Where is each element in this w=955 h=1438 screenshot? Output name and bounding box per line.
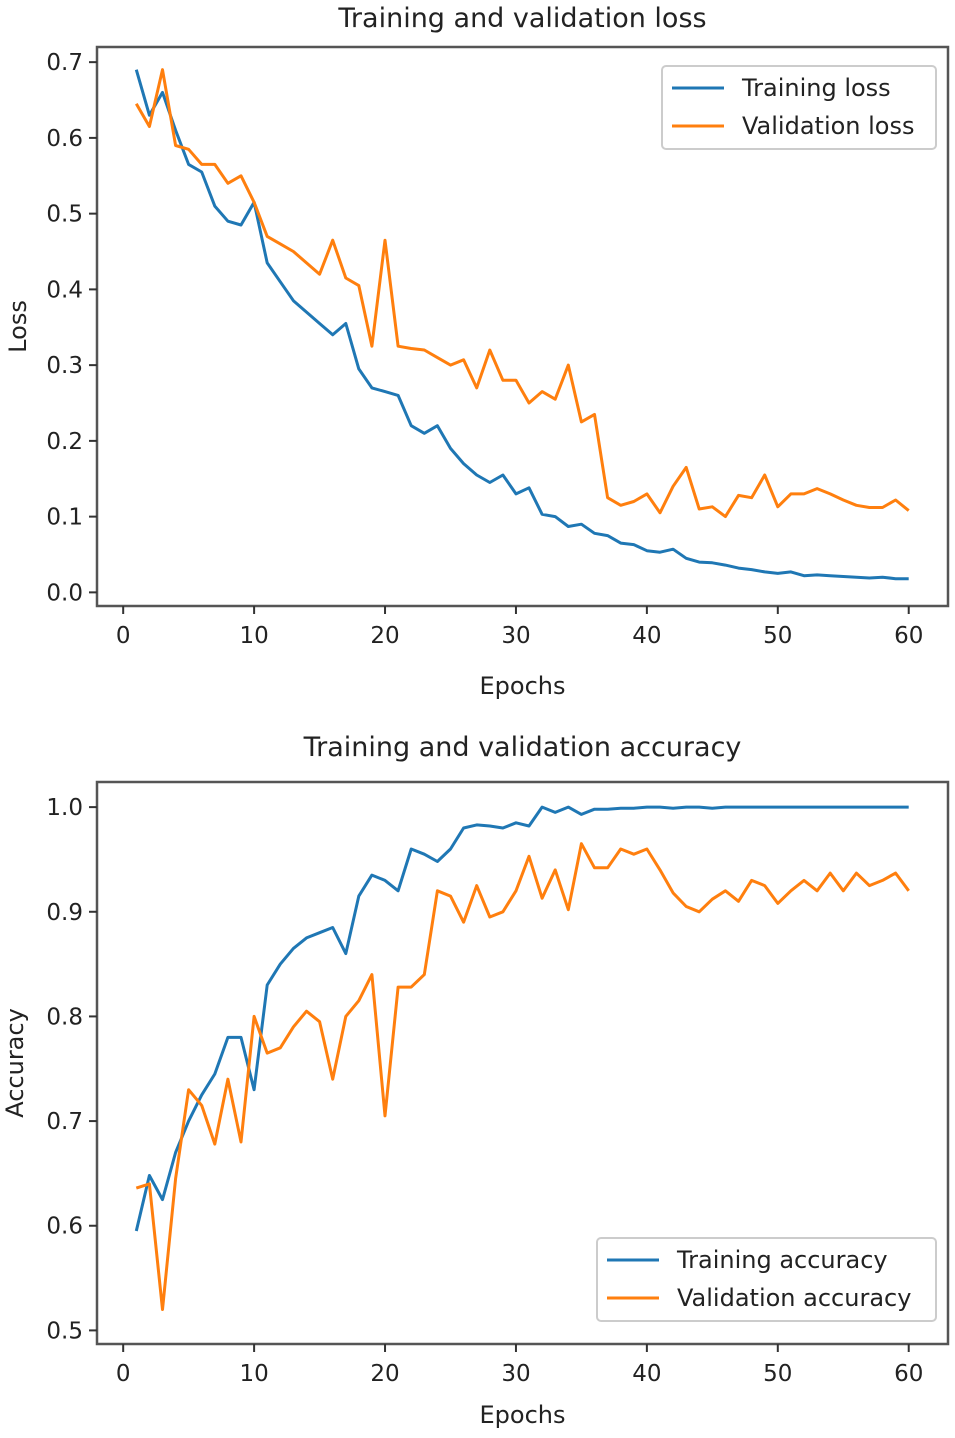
x-tick-label: 60	[894, 1361, 923, 1387]
y-tick-label: 0.2	[46, 429, 83, 455]
x-tick-label: 10	[239, 1361, 268, 1387]
x-axis-label: Epochs	[480, 672, 566, 700]
x-tick-label: 30	[501, 1361, 530, 1387]
y-tick-label: 0.6	[46, 126, 83, 152]
plot-frame	[95, 780, 950, 1346]
series-line-validation-loss	[135, 68, 910, 519]
x-tick-label: 10	[239, 623, 268, 649]
chart-title: Training and validation loss	[337, 3, 706, 34]
legend-label: Validation loss	[742, 112, 915, 140]
chart-title: Training and validation accuracy	[303, 732, 742, 763]
x-tick-label: 40	[632, 623, 661, 649]
y-tick-label: 0.4	[46, 277, 83, 303]
x-tick-label: 0	[116, 623, 131, 649]
subplot-accuracy: Training and validation accuracy 0 10 20 30 4…	[1, 732, 950, 1429]
y-tick-label: 0.8	[46, 1004, 83, 1030]
legend: Training accuracy Validation accuracy	[596, 1237, 937, 1322]
y-tick-label: 0.1	[46, 505, 83, 531]
y-tick-label: 0.0	[46, 580, 83, 606]
y-tick-label: 0.5	[46, 1318, 83, 1344]
y-tick-label: 0.7	[46, 1109, 83, 1135]
x-tick-label: 50	[763, 1361, 792, 1387]
legend-label: Validation accuracy	[677, 1284, 911, 1312]
x-tick-label: 0	[116, 1361, 131, 1387]
legend-label: Training loss	[741, 74, 891, 102]
plot-frame	[95, 45, 950, 608]
x-tick-label: 50	[763, 623, 792, 649]
series-line-training-loss	[134, 69, 909, 581]
x-tick-label: 30	[501, 623, 530, 649]
y-tick-label: 0.9	[46, 900, 83, 926]
series-line-validation-accuracy	[135, 842, 910, 1311]
legend: Training loss Validation loss	[661, 65, 937, 150]
subplot-loss: Training and validation loss 0 10 20 30 40 50 6…	[4, 3, 950, 700]
series-line-training-accuracy	[134, 805, 909, 1232]
x-tick-label: 20	[370, 623, 399, 649]
legend-label: Training accuracy	[676, 1246, 888, 1274]
y-tick-label: 0.7	[46, 50, 83, 76]
x-tick-label: 60	[894, 623, 923, 649]
x-tick-label: 40	[632, 1361, 661, 1387]
legend-frame	[596, 1237, 937, 1322]
x-tick-label: 20	[370, 1361, 399, 1387]
legend-frame	[661, 65, 937, 150]
y-axis-label: Accuracy	[1, 1008, 29, 1118]
x-axis-label: Epochs	[480, 1401, 566, 1429]
y-tick-label: 0.3	[46, 353, 83, 379]
y-tick-label: 1.0	[46, 795, 83, 821]
y-tick-label: 0.5	[46, 202, 83, 228]
y-tick-label: 0.6	[46, 1214, 83, 1240]
y-axis-label: Loss	[4, 300, 32, 353]
